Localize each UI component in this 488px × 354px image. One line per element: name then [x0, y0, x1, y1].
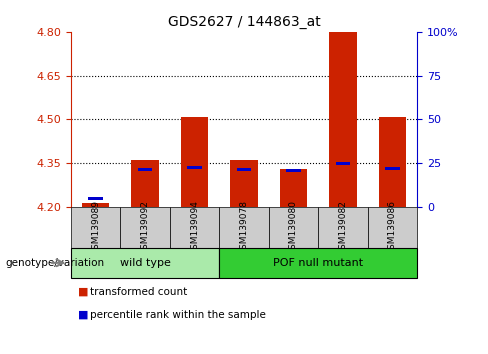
Text: GSM139094: GSM139094	[190, 200, 199, 255]
Text: GSM139082: GSM139082	[339, 200, 347, 255]
Bar	[82, 203, 109, 207]
Text: percentile rank within the sample: percentile rank within the sample	[90, 310, 266, 320]
Bar	[187, 166, 202, 169]
Bar	[230, 160, 258, 207]
Bar	[71, 248, 219, 278]
Bar	[318, 207, 368, 248]
Bar	[131, 160, 159, 207]
Bar	[138, 168, 152, 171]
Text: POF null mutant: POF null mutant	[273, 258, 363, 268]
Title: GDS2627 / 144863_at: GDS2627 / 144863_at	[167, 16, 321, 29]
Bar	[269, 207, 318, 248]
Bar	[379, 117, 406, 207]
Text: wild type: wild type	[120, 258, 170, 268]
Bar	[181, 117, 208, 207]
Bar	[219, 248, 417, 278]
Bar	[219, 207, 269, 248]
Text: GSM139092: GSM139092	[141, 200, 149, 255]
Text: GSM139089: GSM139089	[91, 200, 100, 255]
Text: genotype/variation: genotype/variation	[5, 258, 104, 268]
Bar	[71, 207, 120, 248]
Bar	[286, 169, 301, 172]
Text: ■: ■	[78, 310, 89, 320]
Bar	[170, 207, 219, 248]
Text: GSM139080: GSM139080	[289, 200, 298, 255]
Bar	[368, 207, 417, 248]
Text: GSM139078: GSM139078	[240, 200, 248, 255]
Bar	[120, 207, 170, 248]
Bar	[237, 168, 251, 171]
Bar	[336, 162, 350, 165]
Bar	[280, 169, 307, 207]
Text: GSM139086: GSM139086	[388, 200, 397, 255]
Bar	[88, 198, 103, 200]
Text: transformed count: transformed count	[90, 287, 187, 297]
Text: ■: ■	[78, 287, 89, 297]
Bar	[329, 32, 357, 207]
Bar	[385, 167, 400, 170]
